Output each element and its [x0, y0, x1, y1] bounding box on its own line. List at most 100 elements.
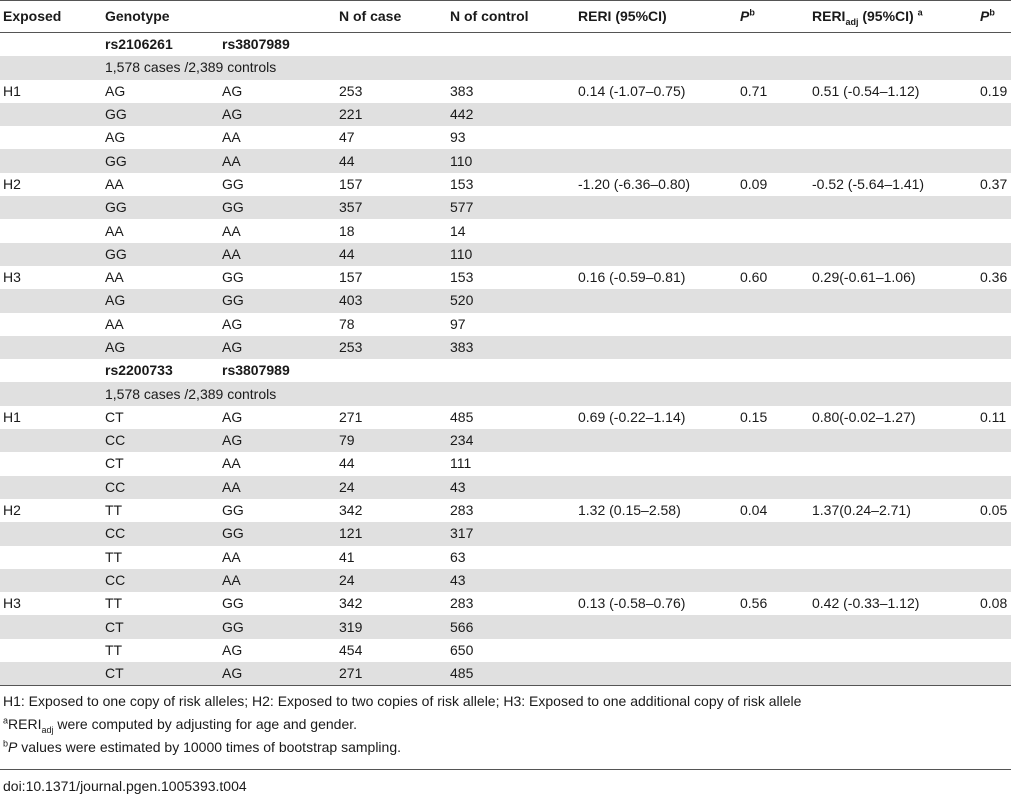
cell-reri — [575, 102, 737, 127]
cell-genotype-2: AA — [222, 455, 241, 472]
table-row: CC AG 79 234 — [0, 429, 1011, 453]
table-row: GG AG 221 442 — [0, 102, 1011, 127]
cell-n-case: 403 — [336, 289, 447, 313]
cell-exposed — [0, 196, 102, 220]
cell-reri — [575, 219, 737, 242]
cell-p2: 0.19 — [980, 82, 1008, 99]
col-reri: RERI (95%CI) — [575, 0, 737, 33]
cell-n-control: 43 — [447, 475, 575, 499]
table-row: TT AG 454 650 — [0, 639, 1011, 662]
cell-reri-adj — [809, 149, 977, 173]
cell-genotype-2: AG — [219, 102, 336, 127]
table-row: CT AG 271 485 — [0, 662, 1011, 687]
cell-reri — [575, 126, 737, 149]
cell-reri-adj — [809, 546, 977, 569]
cell-n-control: 485 — [450, 408, 474, 425]
col-n-control: N of control — [447, 0, 575, 33]
col-exposed: Exposed — [0, 0, 102, 33]
cell-n-case: 253 — [336, 335, 447, 360]
cell-p2 — [977, 662, 1011, 687]
cell-reri — [575, 429, 737, 453]
table-row: H2 TT GG 342 283 1.32 (0.15–2.58) 0.04 1.37(0.2… — [0, 499, 1011, 522]
cell-genotype-2: AA — [219, 568, 336, 593]
cell-reri-adj — [809, 313, 977, 336]
cell-exposed — [0, 522, 102, 546]
cell-p2 — [977, 639, 1011, 662]
cell-exposed: H3 — [3, 269, 21, 286]
table-row: CT AA 44 111 — [0, 452, 1011, 475]
cell-n-case: 342 — [339, 502, 363, 519]
footnote-reri: RERI — [8, 716, 42, 733]
cell-genotype-2: GG — [222, 269, 244, 286]
cell-reri-adj — [809, 522, 977, 546]
cell-reri-adj — [809, 639, 977, 662]
cell-n-case: 157 — [339, 175, 363, 192]
sample-count: 1,578 cases /2,389 controls — [102, 56, 1011, 80]
cell-genotype-1: AG — [105, 82, 126, 99]
p2-label: P — [980, 8, 990, 24]
cell-genotype-2: GG — [222, 175, 244, 192]
cell-genotype-2: GG — [219, 289, 336, 313]
table-row: H1 AG AG 253 383 0.14 (-1.07–0.75) 0.71 0.51 (-… — [0, 80, 1011, 103]
snp-pair-row: rs2200733 rs3807989 — [0, 359, 1011, 382]
snp-b: rs3807989 — [222, 362, 290, 379]
table-row: AG AA 47 93 — [0, 126, 1011, 149]
table-body: rs2106261 rs3807989 1,578 cases /2,389 con… — [0, 33, 1011, 687]
cell-p2 — [977, 219, 1011, 242]
table-header: Exposed Genotype N of case N of control … — [0, 0, 1011, 33]
col-reri-adj: RERIadj (95%CI) a — [809, 0, 977, 33]
p2-sup: b — [989, 7, 995, 18]
cell-p — [737, 335, 809, 360]
footnote-b-marker: b — [3, 738, 9, 749]
cell-p — [737, 546, 809, 569]
cell-reri-adj — [809, 219, 977, 242]
cell-n-case: 319 — [336, 615, 447, 639]
cell-reri — [575, 452, 737, 475]
cell-n-control: 283 — [450, 502, 474, 519]
cell-reri — [575, 289, 737, 313]
cell-exposed — [0, 475, 102, 499]
cell-p — [737, 289, 809, 313]
table-row: GG GG 357 577 — [0, 196, 1011, 220]
cell-n-case: 342 — [339, 595, 363, 612]
cell-p: 0.09 — [740, 175, 768, 192]
cell-exposed — [0, 126, 102, 149]
cell-n-case: 271 — [336, 662, 447, 687]
cell-genotype-1: TT — [105, 595, 123, 612]
cell-reri-adj: 0.42 (-0.33–1.12) — [812, 595, 920, 612]
cell-p2 — [977, 522, 1011, 546]
table-row: H2 AA GG 157 153 -1.20 (-6.36–0.80) 0.09 -0.52 … — [0, 173, 1011, 196]
cell-p — [737, 149, 809, 173]
cell-p2 — [977, 242, 1011, 266]
cell-reri-adj — [809, 126, 977, 149]
col-p2: Pb — [977, 0, 1011, 33]
cell-n-case: 78 — [339, 315, 355, 332]
cell-n-control: 93 — [450, 129, 466, 146]
cell-p2: 0.36 — [980, 269, 1008, 286]
footnote-p-values: bP values were estimated by 10000 times … — [3, 736, 1008, 759]
cell-exposed — [0, 289, 102, 313]
cell-p — [737, 242, 809, 266]
table-row: GG AA 44 110 — [0, 242, 1011, 266]
cell-reri-adj — [809, 568, 977, 593]
footnote-h-definitions: H1: Exposed to one copy of risk alleles;… — [3, 693, 802, 710]
cell-genotype-1: AG — [102, 289, 219, 313]
table-row: CC AA 24 43 — [0, 568, 1011, 593]
snp-pair-row: rs2106261 rs3807989 — [0, 33, 1011, 57]
cell-p — [737, 102, 809, 127]
cell-p: 0.15 — [740, 408, 768, 425]
sample-count: 1,578 cases /2,389 controls — [102, 382, 1011, 406]
cell-genotype-1: CT — [105, 455, 124, 472]
cell-reri: 1.32 (0.15–2.58) — [578, 502, 681, 519]
p-label: P — [740, 8, 750, 24]
cell-genotype-1: AA — [105, 315, 124, 332]
cell-reri — [575, 568, 737, 593]
cell-empty — [0, 33, 102, 57]
table-row: CC GG 121 317 — [0, 522, 1011, 546]
cell-p: 0.56 — [740, 595, 768, 612]
cell-reri — [575, 196, 737, 220]
cell-genotype-1: AG — [105, 129, 126, 146]
cell-genotype-1: TT — [105, 641, 123, 658]
col-p: Pb — [737, 0, 809, 33]
cell-p — [737, 313, 809, 336]
